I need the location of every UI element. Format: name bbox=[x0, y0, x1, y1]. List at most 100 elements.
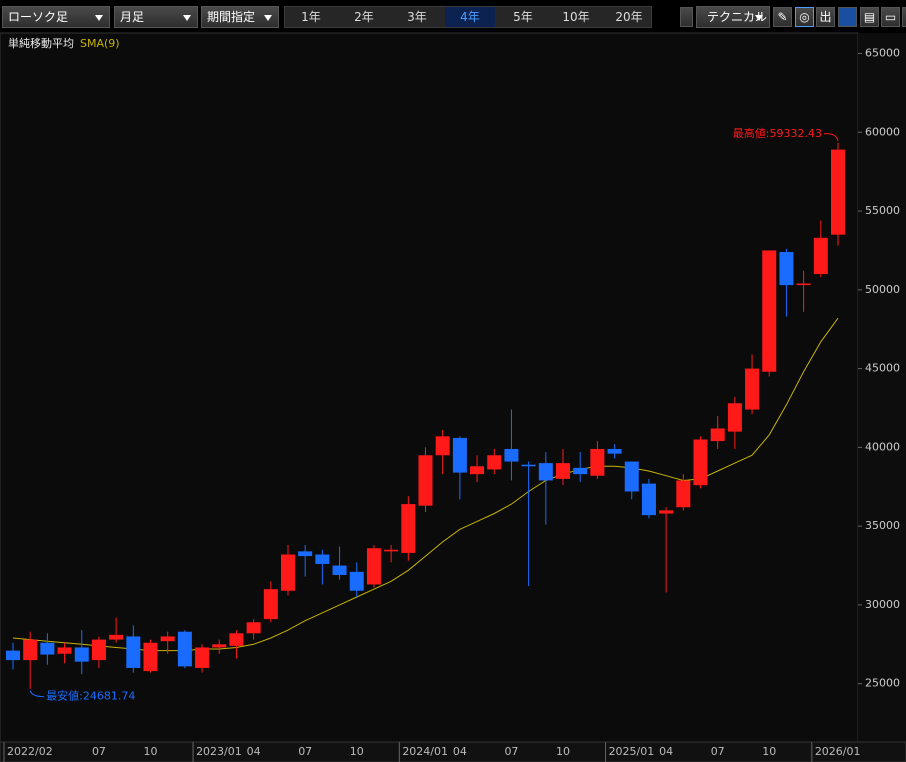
candle-body bbox=[74, 647, 89, 662]
candle-body bbox=[521, 464, 536, 467]
candle-body bbox=[384, 549, 399, 552]
zoom-icon[interactable]: ◎ bbox=[795, 7, 814, 27]
candle-body bbox=[452, 437, 467, 473]
y-tick-label: 60000 bbox=[865, 125, 900, 138]
period-button[interactable]: 2年 bbox=[354, 10, 374, 24]
y-tick-label: 30000 bbox=[865, 598, 900, 611]
range-select[interactable]: 期間指定 bbox=[201, 6, 279, 28]
period-button[interactable]: 4年 bbox=[445, 7, 495, 27]
y-tick-label: 55000 bbox=[865, 204, 900, 217]
candle-body bbox=[538, 463, 553, 481]
candle-body bbox=[624, 461, 639, 492]
candle-body bbox=[160, 636, 175, 642]
candle-body bbox=[607, 448, 622, 454]
candle-body bbox=[40, 642, 55, 655]
candle-body bbox=[487, 455, 502, 470]
interval-select[interactable]: 月足 bbox=[114, 6, 198, 28]
x-tick-label: 2025/01 bbox=[609, 745, 655, 758]
period-button[interactable]: 20年 bbox=[615, 10, 643, 24]
candle-body bbox=[246, 622, 261, 634]
technical-button[interactable]: テクニカル bbox=[696, 6, 770, 28]
x-tick-label: 07 bbox=[298, 745, 312, 758]
period-button[interactable]: 1年 bbox=[301, 10, 321, 24]
candle-body bbox=[418, 455, 433, 506]
candle-body bbox=[57, 647, 72, 654]
x-tick-label: 2023/01 bbox=[196, 745, 242, 758]
candle-body bbox=[727, 403, 742, 432]
draw-icon[interactable]: ✎ bbox=[773, 7, 792, 27]
save-icon[interactable]: ▤ bbox=[860, 7, 879, 27]
candle-body bbox=[298, 551, 313, 557]
candle-body bbox=[349, 571, 364, 591]
indicator-title: 単純移動平均 bbox=[8, 36, 74, 50]
folder-icon[interactable]: ▭ bbox=[881, 7, 900, 27]
y-tick-label: 40000 bbox=[865, 440, 900, 453]
candle-body bbox=[315, 554, 330, 564]
candle-body bbox=[676, 480, 691, 508]
candle-body bbox=[177, 631, 192, 667]
y-tick-label: 65000 bbox=[865, 46, 900, 59]
y-tick-label: 25000 bbox=[865, 677, 900, 690]
candle-body bbox=[641, 483, 656, 516]
candle-body bbox=[831, 149, 845, 235]
export-icon[interactable]: 出 bbox=[816, 7, 835, 27]
candle-body bbox=[195, 647, 210, 668]
candle-body bbox=[796, 283, 811, 286]
max-label: 最高値:59332.43 bbox=[733, 126, 822, 140]
candle-body bbox=[366, 548, 381, 585]
candle-body bbox=[23, 639, 38, 661]
candle-body bbox=[745, 368, 760, 410]
candle-body bbox=[762, 250, 777, 372]
x-tick-label: 07 bbox=[711, 745, 725, 758]
candle-body bbox=[470, 466, 485, 475]
candle-body bbox=[109, 634, 124, 640]
candle-body bbox=[401, 504, 416, 553]
candle-body bbox=[710, 428, 725, 442]
plot-area bbox=[0, 32, 859, 743]
x-tick-label: 10 bbox=[762, 745, 776, 758]
min-label: 最安値:24681.74 bbox=[46, 689, 135, 703]
period-button[interactable]: 5年 bbox=[513, 10, 533, 24]
x-tick-label: 10 bbox=[556, 745, 570, 758]
candle-body bbox=[556, 463, 570, 479]
x-tick-label: 04 bbox=[659, 745, 673, 758]
x-tick-label: 2024/01 bbox=[402, 745, 448, 758]
candle-body bbox=[281, 554, 295, 591]
candle-body bbox=[263, 589, 278, 620]
candle-body bbox=[435, 436, 450, 456]
area-icon[interactable] bbox=[838, 7, 857, 27]
candle-body bbox=[779, 252, 794, 286]
x-tick-label: 04 bbox=[247, 745, 261, 758]
candle-body bbox=[659, 510, 674, 514]
x-axis-area bbox=[0, 741, 906, 762]
chart-kind-select[interactable]: ローソク足 bbox=[2, 6, 110, 28]
menu-toggle[interactable] bbox=[680, 7, 693, 27]
candle-body bbox=[143, 642, 158, 672]
y-tick-label: 35000 bbox=[865, 519, 900, 532]
x-tick-label: 10 bbox=[350, 745, 364, 758]
max-arrow bbox=[823, 133, 839, 141]
period-button[interactable]: 10年 bbox=[562, 10, 590, 24]
period-bar: 1年 2年 3年 4年 5年 10年 20年 bbox=[284, 6, 652, 28]
candle-body bbox=[6, 650, 20, 661]
candle-body bbox=[573, 467, 588, 475]
x-tick-label: 10 bbox=[144, 745, 158, 758]
candle-body bbox=[126, 636, 141, 668]
min-arrow bbox=[29, 690, 45, 698]
period-button[interactable]: 3年 bbox=[407, 10, 427, 24]
candle-body bbox=[504, 448, 519, 462]
candle-body bbox=[693, 439, 708, 486]
y-tick-label: 45000 bbox=[865, 362, 900, 375]
more-icon[interactable] bbox=[902, 7, 906, 27]
y-tick-label: 50000 bbox=[865, 283, 900, 296]
y-axis-area bbox=[858, 33, 906, 742]
candle-body bbox=[229, 633, 244, 646]
candle-body bbox=[332, 565, 347, 575]
x-tick-label: 2022/02 bbox=[7, 745, 53, 758]
x-tick-label: 04 bbox=[453, 745, 467, 758]
legend-sma: SMA(9) bbox=[80, 37, 120, 50]
candle-body bbox=[813, 237, 828, 275]
candle-body bbox=[212, 644, 227, 648]
